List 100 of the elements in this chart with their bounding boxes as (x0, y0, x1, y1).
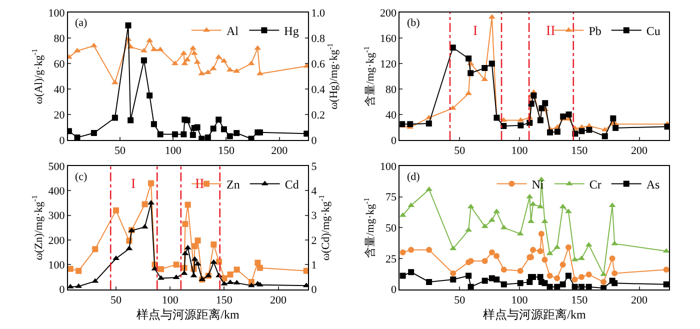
x-tick-label: 150 (571, 145, 588, 158)
point (450, 276, 456, 282)
y-tick-label: 200 (380, 7, 397, 20)
y-tick-label: 40 (54, 84, 66, 96)
point (578, 128, 585, 134)
point (112, 80, 118, 84)
point (221, 275, 228, 282)
point (426, 120, 432, 126)
point (142, 201, 148, 208)
point (602, 133, 608, 140)
legend-label: Al (226, 24, 240, 38)
point (184, 117, 190, 124)
point (184, 202, 191, 208)
y2-tick-label: 0.2 (311, 109, 325, 122)
point (234, 130, 240, 136)
point (450, 270, 456, 276)
annotation: II (546, 24, 556, 39)
point (482, 258, 488, 264)
y2-tick-label: 4 (311, 186, 318, 198)
point (400, 212, 406, 217)
annotation: I (131, 177, 136, 192)
point (566, 112, 572, 118)
point (216, 116, 222, 123)
y2-tick-label: 1.0 (311, 7, 326, 20)
y-tick-label: 25 (386, 253, 397, 266)
point (90, 130, 97, 136)
point (600, 278, 607, 285)
point (542, 256, 548, 263)
point (546, 272, 553, 279)
point (227, 272, 234, 278)
point (565, 244, 572, 250)
point (578, 274, 585, 280)
y-tick-label: 0 (391, 134, 397, 147)
point (572, 276, 578, 282)
x-tick-label: 50 (454, 294, 466, 307)
legend-label: Pb (588, 24, 602, 38)
y2-tick-label: 2 (311, 234, 317, 247)
x-axis-title: 样点与河源距离/km (136, 307, 240, 322)
point (180, 131, 187, 138)
point (254, 260, 261, 266)
legend-label: Cd (284, 177, 299, 192)
point (586, 284, 592, 290)
point (526, 120, 533, 126)
point (226, 133, 233, 140)
point (662, 248, 670, 253)
point (565, 208, 572, 214)
x-tick-label: 200 (631, 145, 648, 158)
point (663, 281, 670, 288)
y-tick-label: 0 (59, 284, 66, 296)
legend-label: Cu (646, 24, 660, 38)
y-tick-label: 100 (48, 7, 66, 20)
y-tick-label: 0 (391, 284, 397, 296)
point (578, 256, 585, 260)
point (256, 282, 264, 286)
point (92, 246, 98, 252)
point (565, 272, 572, 279)
point (586, 272, 592, 278)
point (466, 55, 472, 62)
point (488, 60, 495, 67)
point (400, 249, 406, 256)
y-tick-label: 160 (380, 32, 397, 45)
x-tick-label: 150 (216, 294, 233, 307)
point (408, 269, 414, 276)
point (542, 100, 548, 106)
point (426, 246, 432, 253)
point (190, 132, 196, 138)
y-tick-label: 500 (48, 160, 66, 173)
point (173, 262, 180, 268)
x-axis-title: 样点与河源距离/km (483, 307, 586, 322)
point (482, 278, 488, 284)
annotation: (b) (407, 17, 420, 29)
point (148, 180, 154, 186)
y-tick-label: 40 (386, 109, 397, 122)
x-tick-label: 50 (454, 145, 466, 158)
y2-tick-label: 0.8 (311, 32, 326, 45)
y-tick-label: 20 (54, 109, 66, 122)
point (204, 134, 211, 140)
point (172, 131, 178, 138)
point (537, 248, 544, 254)
point (554, 284, 560, 290)
x-tick-label: 150 (571, 294, 588, 307)
point (538, 230, 544, 237)
point (500, 281, 507, 288)
legend-label: Cr (589, 177, 602, 192)
y-tick-label: 100 (48, 260, 66, 272)
point (560, 281, 566, 288)
point (194, 124, 200, 130)
point (468, 70, 474, 76)
point (517, 280, 524, 286)
y-tick-label: 80 (54, 32, 66, 45)
x-tick-label: 200 (270, 294, 288, 307)
y2-tick-label: 5 (311, 160, 318, 173)
point (518, 122, 524, 128)
y2-tick-label: 0 (311, 284, 318, 296)
point (194, 238, 201, 244)
point (528, 100, 534, 107)
point (210, 241, 217, 248)
point (494, 276, 500, 282)
point (466, 272, 472, 279)
point (517, 268, 524, 274)
